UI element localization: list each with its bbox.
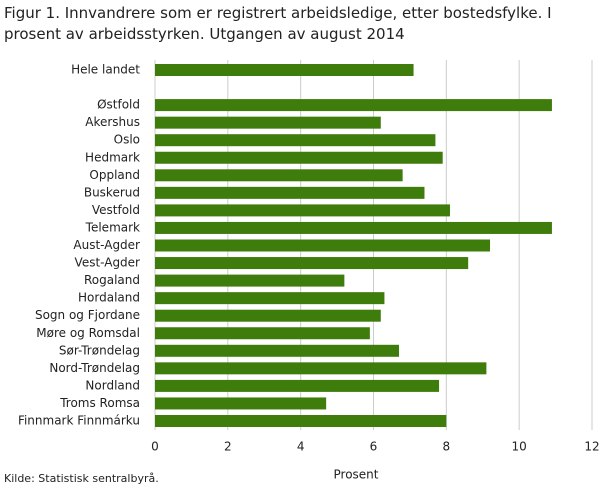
- bar: [155, 221, 552, 234]
- y-tick-label: Rogaland: [84, 273, 140, 287]
- bar: [155, 151, 443, 164]
- x-tick-label: 4: [297, 440, 305, 454]
- y-tick-label: Vest-Agder: [75, 256, 141, 270]
- bar: [155, 292, 385, 305]
- y-tick-label: Sør-Trøndelag: [59, 343, 140, 357]
- bar: [155, 64, 414, 76]
- bar: [155, 186, 425, 199]
- y-tick-label: Telemark: [85, 220, 140, 234]
- bar: [155, 169, 403, 182]
- y-tick-label: Hedmark: [85, 150, 140, 164]
- source: Kilde: Statistisk sentralbyrå.: [4, 472, 159, 485]
- y-tick-label: Vestfold: [92, 203, 140, 217]
- x-tick-label: 12: [584, 440, 599, 454]
- y-tick-label: Troms Romsa: [59, 396, 140, 410]
- y-tick-label: Finnmark Finnmárku: [18, 414, 140, 428]
- bar: [155, 99, 552, 112]
- y-tick-label: Akershus: [85, 115, 140, 129]
- y-tick-label: Nord-Trøndelag: [49, 361, 140, 375]
- y-tick-label: Østfold: [97, 98, 140, 112]
- x-tick-label: 6: [370, 440, 378, 454]
- x-axis-label: Prosent: [334, 468, 379, 482]
- bar: [155, 204, 450, 217]
- y-tick-label: Oslo: [114, 133, 140, 147]
- bar: [155, 379, 440, 392]
- bar: [155, 274, 345, 287]
- bar: [155, 309, 381, 322]
- bar: [155, 239, 491, 252]
- bar: [155, 344, 399, 357]
- y-tick-label: Møre og Romsdal: [36, 326, 140, 340]
- x-tick-label: 8: [443, 440, 451, 454]
- bar: [155, 415, 447, 427]
- y-tick-label: Oppland: [89, 168, 140, 182]
- y-tick-label: Aust-Agder: [73, 238, 140, 252]
- x-tick-label: 10: [512, 440, 527, 454]
- x-tick-label: 0: [151, 440, 159, 454]
- chart-title: Figur 1. Innvandrere som er registrert a…: [4, 4, 552, 43]
- y-tick-label: Sogn og Fjordane: [35, 308, 140, 322]
- bar: [155, 116, 381, 129]
- bar: [155, 134, 436, 147]
- bar: [155, 327, 370, 340]
- bar: [155, 362, 487, 375]
- y-tick-label: Nordland: [85, 378, 140, 392]
- bar: [155, 257, 469, 270]
- y-tick-label: Buskerud: [84, 185, 140, 199]
- bar: [155, 397, 327, 410]
- x-tick-label: 2: [224, 440, 232, 454]
- y-tick-label: Hordaland: [78, 291, 140, 305]
- y-tick-label: Hele landet: [71, 63, 140, 77]
